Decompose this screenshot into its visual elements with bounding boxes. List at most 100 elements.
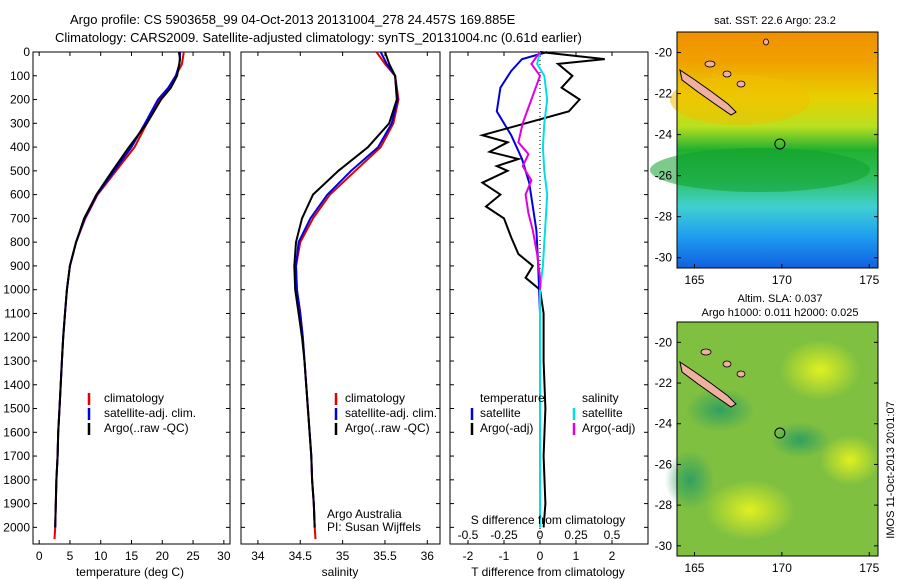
map-x-tick-label: 170: [772, 273, 792, 287]
sla-map-panel: Altim. SLA: 0.037 Argo h1000: 0.011 h200…: [655, 293, 880, 575]
map-y-tick-label: -22: [655, 87, 673, 101]
y-tick-label: 200: [10, 93, 30, 107]
sla-low-patch: [770, 422, 830, 458]
island: [704, 60, 716, 68]
legend-s-satellite-label: satellite: [582, 406, 623, 420]
map-x-tick-label: 165: [684, 561, 704, 575]
sla-low-patch: [665, 450, 715, 510]
y-tick-label: 1800: [3, 473, 30, 487]
y-tick-label: 1700: [3, 449, 30, 463]
temperature-panel: 0100200300400500600700800900100011001200…: [3, 45, 231, 579]
y-tick-label: 1900: [3, 497, 30, 511]
legend-satellite-label: satellite-adj. clim.: [104, 406, 196, 420]
header-line1: Argo profile: CS 5903658_99 04-Oct-2013 …: [70, 12, 516, 27]
x-tick-label: 30: [217, 549, 231, 563]
pi-annotation: PI: Susan Wijffels: [327, 520, 421, 534]
x-tick-label: 20: [156, 549, 170, 563]
island: [700, 348, 712, 356]
y-tick-label: 400: [10, 140, 30, 154]
s-tick-label: -0.25: [490, 528, 518, 542]
salinity-panel: 34 34.5 35 35.5 36 salinity climatology sate…: [240, 51, 441, 579]
t-argo-adj-line: [478, 51, 605, 528]
y-tick-label: 1200: [3, 330, 30, 344]
legend-t-argo-label: Argo(-adj): [480, 421, 533, 435]
legend-climatology-label: climatology: [104, 391, 164, 405]
y-tick-label: 2000: [3, 520, 30, 534]
argo-float-marker: [774, 138, 786, 150]
legend-t-satellite-label: satellite: [480, 406, 521, 420]
x-tick-label: 0: [537, 549, 544, 563]
x-tick-label: 15: [125, 549, 139, 563]
temperature-x-label: temperature (deg C): [76, 565, 184, 579]
map-y-tick-label: -20: [655, 46, 673, 60]
x-tick-label: 35: [336, 549, 350, 563]
sst-map-panel: sat. SST: 22.6 Argo: 23.2 -20-22-24-26-2…: [650, 15, 880, 287]
x-tick-label: 34.5: [289, 549, 313, 563]
difference-panel: -2 -1 0 1 2 -0.5 -0.25 0 0.25 0.5 T difference f…: [449, 51, 649, 579]
salinity-legend: climatology satellite-adj. clim. Argo(..…: [334, 391, 437, 435]
difference-x-label: T difference from climatology: [471, 565, 625, 579]
map-x-tick-label: 175: [859, 273, 879, 287]
new-caledonia-island: [679, 360, 737, 408]
island: [722, 70, 732, 78]
temperature-x-axis: 0 5 10 15 20 25 30: [36, 52, 231, 563]
legend-climatology-label: climatology: [345, 391, 405, 405]
argo-australia-annotation: Argo Australia: [327, 507, 402, 521]
difference-s-label: S difference from climatology: [471, 513, 626, 527]
argo-float-marker: [774, 427, 786, 439]
y-tick-label: 1500: [3, 402, 30, 416]
sst-warm-band: [677, 32, 878, 62]
y-tick-label: 100: [10, 69, 30, 83]
legend-salinity-title: salinity: [582, 391, 619, 405]
y-tick-label: 1600: [3, 425, 30, 439]
x-tick-label: 10: [94, 549, 108, 563]
salinity-plot-frame: [240, 51, 441, 545]
x-tick-label: 2: [609, 549, 616, 563]
map-y-tick-label: -26: [655, 169, 673, 183]
sla-map-title-line2: Argo h1000: 0.011 h2000: 0.025: [702, 307, 859, 319]
island: [736, 80, 746, 88]
header-line2: Climatology: CARS2009. Satellite-adjuste…: [55, 30, 582, 45]
x-tick-label: -1: [499, 549, 510, 563]
map-y-tick-label: -28: [655, 210, 673, 224]
island: [722, 360, 732, 368]
y-tick-label: 1400: [3, 378, 30, 392]
y-tick-label: 1000: [3, 283, 30, 297]
sla-low-patch: [685, 388, 755, 432]
map-y-tick-label: -20: [655, 335, 673, 349]
legend-s-argo-label: Argo(-adj): [582, 421, 635, 435]
y-tick-label: 300: [10, 116, 30, 130]
temperature-legend: climatology satellite-adj. clim. Argo(..…: [87, 391, 196, 435]
map-y-tick-label: -26: [655, 457, 673, 471]
legend-satellite-label: satellite-adj. clim.: [345, 406, 437, 420]
salinity-x-axis: 34 34.5 35 35.5 36: [251, 52, 434, 563]
island: [763, 38, 769, 46]
sla-high-patch: [780, 340, 860, 400]
imos-timestamp-label: IMOS 11-Oct-2013 20:01:07: [885, 401, 897, 538]
map-y-tick-label: -24: [655, 417, 673, 431]
legend-argo-label: Argo(..raw -QC): [345, 421, 430, 435]
temperature-plot-frame: [32, 51, 231, 545]
sla-map-x-axis: 165 170 175: [684, 552, 880, 575]
sla-map-title-line1: Altim. SLA: 0.037: [738, 293, 823, 305]
sla-map-frame: [676, 321, 879, 557]
sla-high-patch: [705, 480, 795, 540]
map-y-tick-label: -22: [655, 376, 673, 390]
s-argo-adj-line: [517, 51, 542, 290]
sst-map-title: sat. SST: 22.6 Argo: 23.2: [714, 15, 836, 27]
map-x-tick-label: 165: [684, 273, 704, 287]
map-x-tick-label: 170: [772, 561, 792, 575]
s-tick-label: -0.5: [458, 528, 479, 542]
y-tick-label: 0: [23, 45, 30, 59]
difference-s-axis: -0.5 -0.25 0 0.25 0.5: [458, 528, 621, 542]
y-tick-label: 500: [10, 164, 30, 178]
map-y-tick-label: -28: [655, 498, 673, 512]
argo-raw-qc-line: [54, 51, 182, 528]
y-tick-label: 1300: [3, 354, 30, 368]
x-tick-label: -2: [463, 549, 474, 563]
island: [736, 370, 746, 378]
salinity-x-label: salinity: [322, 565, 359, 579]
y-tick-label: 600: [10, 188, 30, 202]
salinity-series: [293, 51, 400, 540]
